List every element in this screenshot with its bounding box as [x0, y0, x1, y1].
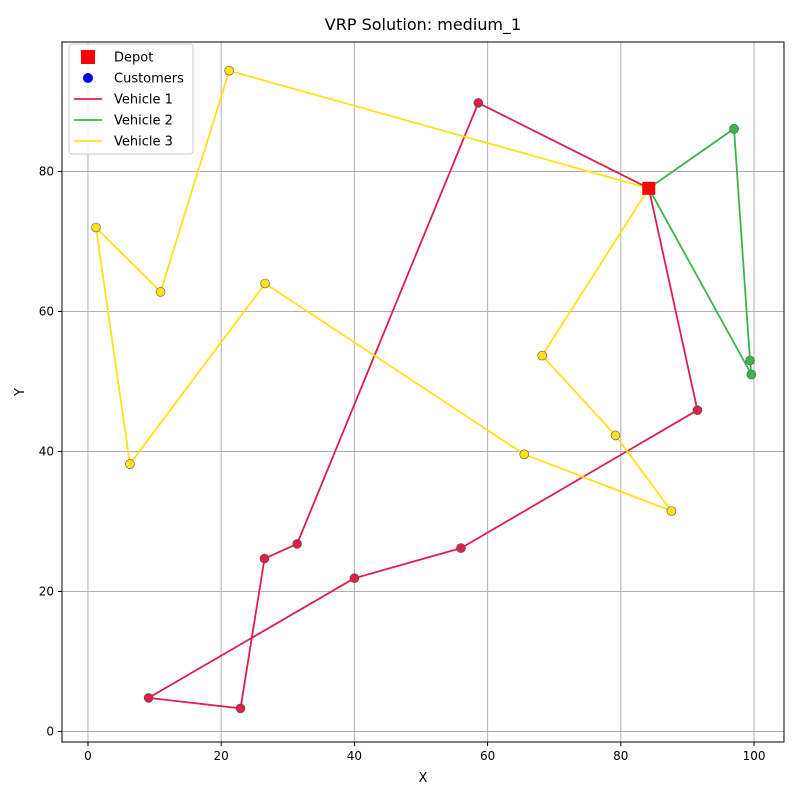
legend-marker-customers [83, 73, 93, 83]
x-tick-label: 80 [613, 749, 628, 763]
customer-point [745, 355, 755, 366]
customer-point [143, 693, 154, 703]
customer-point [260, 278, 270, 289]
chart-title: VRP Solution: medium_1 [325, 15, 521, 35]
customer-point [666, 506, 677, 516]
legend-label-vehicle-1: Vehicle 1 [114, 93, 173, 108]
customer-point [155, 287, 166, 297]
legend-label-vehicle-2: Vehicle 2 [114, 114, 173, 129]
legend: Depot Customers Vehicle 1 Vehicle 2 Vehicle … [68, 43, 194, 155]
customer-point [746, 369, 757, 380]
customer-point [456, 543, 466, 553]
customer-point [292, 539, 302, 549]
customer-points [91, 65, 757, 714]
customer-point [224, 65, 234, 76]
legend-label-customers: Customers [114, 72, 184, 87]
plot-area [62, 42, 784, 742]
x-tick-label: 0 [84, 749, 92, 763]
customer-point [125, 459, 135, 469]
x-axis-label: X [419, 771, 428, 786]
customer-point [259, 553, 270, 564]
customer-point [519, 449, 530, 460]
legend-marker-depot [81, 50, 95, 64]
customer-point [235, 703, 246, 714]
x-tick-label: 40 [347, 749, 362, 763]
depot-marker-group [642, 181, 656, 195]
customer-point [692, 405, 703, 416]
x-tick-label: 100 [743, 749, 766, 763]
plot-frame [61, 41, 785, 743]
y-tick-label: 80 [39, 165, 54, 179]
x-tick-label: 20 [214, 749, 229, 763]
axis-ticks: 0 20 40 60 80 100 0 20 40 60 80 [39, 165, 766, 764]
customer-point [91, 222, 101, 233]
legend-label-vehicle-3: Vehicle 3 [114, 135, 173, 150]
grid [62, 42, 784, 742]
y-tick-label: 60 [39, 305, 54, 319]
y-axis-label: Y [13, 388, 28, 397]
route-line-vehicle-1 [147, 102, 699, 710]
y-tick-label: 40 [39, 445, 54, 459]
customer-point [537, 350, 548, 361]
legend-label-depot: Depot [114, 51, 153, 66]
customer-point [610, 430, 621, 441]
x-tick-label: 60 [480, 749, 495, 763]
customer-point [473, 98, 484, 108]
depot-marker [642, 181, 656, 195]
customer-point [349, 573, 360, 584]
customer-point [729, 124, 739, 134]
legend-frame [68, 43, 194, 155]
y-tick-label: 20 [39, 585, 54, 599]
y-tick-label: 0 [46, 725, 54, 739]
